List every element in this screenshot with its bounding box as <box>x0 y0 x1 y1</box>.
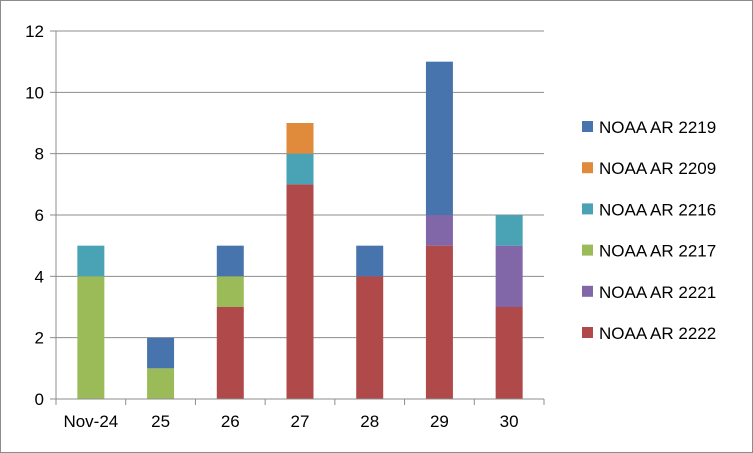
bar-segment <box>356 276 384 399</box>
bar-segment <box>425 61 453 215</box>
x-tick-label: 25 <box>151 412 170 431</box>
bar-segment <box>286 123 314 154</box>
x-tick-label: 26 <box>221 412 240 431</box>
y-tick-label: 2 <box>35 329 44 348</box>
legend-label: NOAA AR 2221 <box>599 283 716 302</box>
x-tick-label: 30 <box>500 412 519 431</box>
bar-segment <box>77 276 105 399</box>
bar-segment <box>216 307 244 399</box>
y-tick-label: 10 <box>25 83 44 102</box>
y-tick-label: 6 <box>35 206 44 225</box>
legend-label: NOAA AR 2217 <box>599 242 716 261</box>
bar-segment <box>216 245 244 277</box>
x-tick-label: 29 <box>430 412 449 431</box>
legend-swatch <box>582 244 593 256</box>
y-tick-labels: 0 2 4 6 8 10 12 <box>25 22 44 409</box>
bar-segment <box>147 368 175 399</box>
y-tick-label: 4 <box>35 267 44 286</box>
legend-swatch <box>582 327 593 338</box>
axes <box>50 30 545 405</box>
legend-swatch <box>582 162 593 174</box>
bar-segment <box>147 337 175 369</box>
y-tick-label: 0 <box>35 390 44 409</box>
y-tick-label: 12 <box>25 22 44 41</box>
legend-label: NOAA AR 2216 <box>599 200 716 219</box>
bar-segment <box>286 184 314 399</box>
bar-segment <box>495 307 523 399</box>
bar-segment <box>425 245 453 399</box>
bar-segment <box>77 245 105 277</box>
legend-label: NOAA AR 2219 <box>599 118 716 137</box>
bar-segment <box>495 245 523 307</box>
bar-segment <box>216 276 244 307</box>
legend-swatch <box>582 203 593 215</box>
y-tick-label: 8 <box>35 145 44 164</box>
legend-swatch <box>582 285 593 297</box>
x-tick-label: 28 <box>360 412 379 431</box>
bar-segment <box>286 153 314 185</box>
legend-label: NOAA AR 2222 <box>599 324 716 343</box>
bar-segment <box>425 215 453 246</box>
bar-segment <box>356 245 384 277</box>
legend-swatch <box>582 121 593 132</box>
legend-label: NOAA AR 2209 <box>599 159 716 178</box>
bars <box>77 61 523 399</box>
x-tick-labels: Nov-24 25 26 27 28 29 30 <box>63 412 518 431</box>
x-tick-label: Nov-24 <box>63 412 118 431</box>
legend: NOAA AR 2219 NOAA AR 2209 NOAA AR 2216 NOAA… <box>582 118 716 343</box>
x-tick-label: 27 <box>291 412 310 431</box>
bar-segment <box>495 215 523 246</box>
